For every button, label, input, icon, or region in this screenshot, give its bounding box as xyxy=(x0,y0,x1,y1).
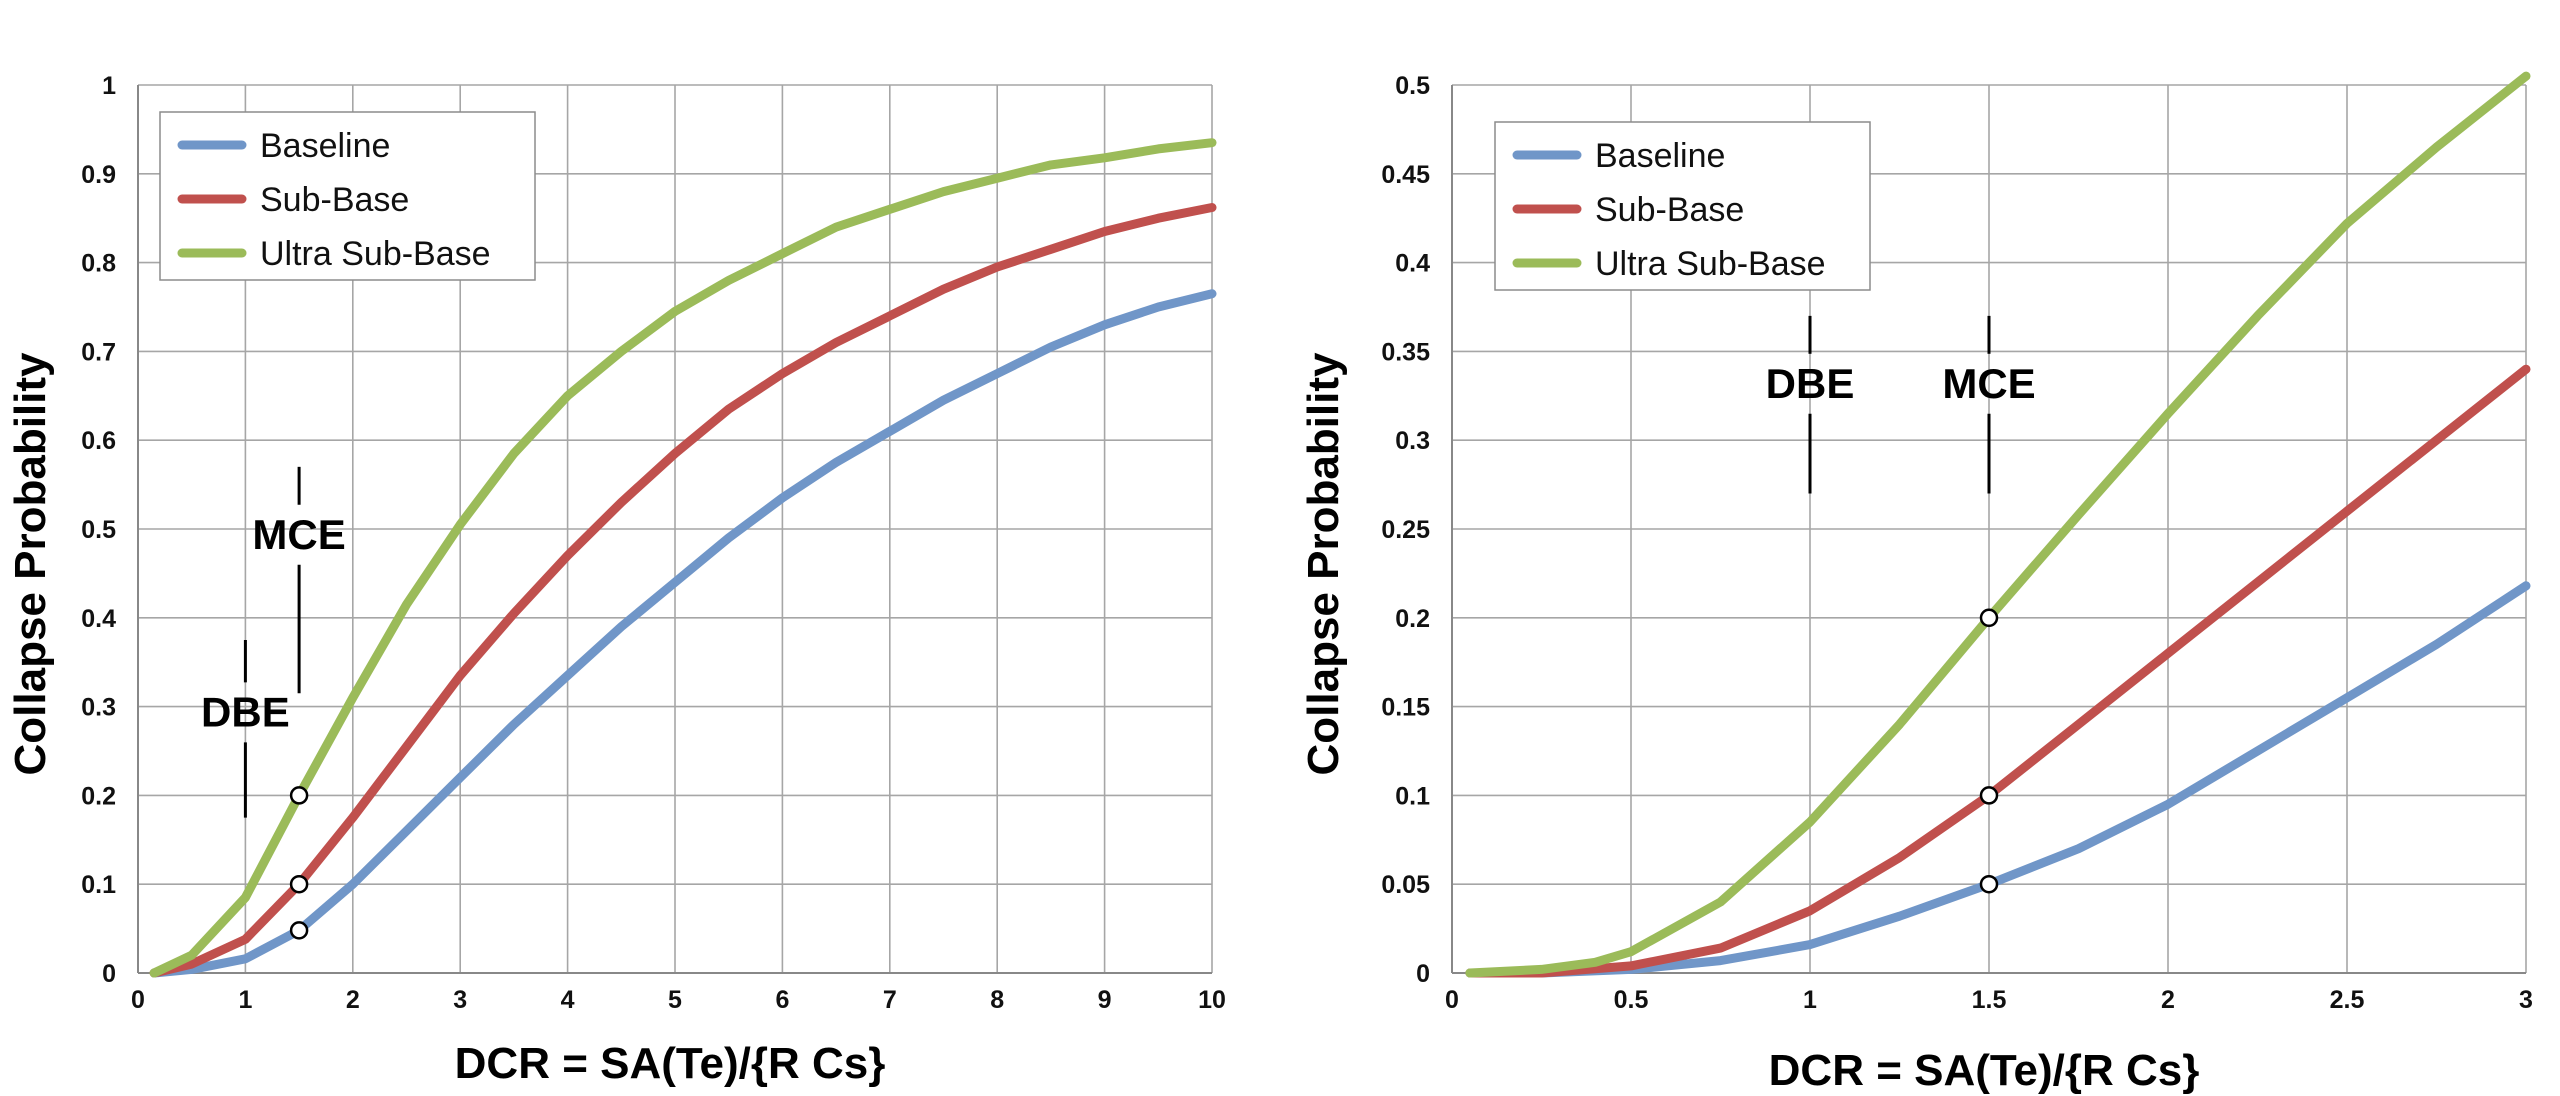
x-tick-label: 6 xyxy=(775,986,789,1014)
y-tick-label: 0.5 xyxy=(1395,72,1430,100)
legend: Baseline Sub-Base Ultra Sub-Base xyxy=(1494,121,1871,291)
legend-label: Baseline xyxy=(1595,137,1725,175)
marker-point xyxy=(289,786,309,805)
x-tick-label: 2 xyxy=(2161,986,2175,1014)
y-tick-label: 0.8 xyxy=(81,250,116,278)
y-tick-label: 0.05 xyxy=(1381,871,1430,899)
x-tick-label: 8 xyxy=(990,986,1004,1014)
y-tick-label: 0.9 xyxy=(81,161,116,189)
y-tick-label: 0.15 xyxy=(1381,694,1430,722)
y-tick-label: 0.3 xyxy=(81,694,116,722)
y-tick-label: 0.3 xyxy=(1395,427,1430,455)
y-tick-label: 0.2 xyxy=(1395,605,1430,633)
x-tick-label: 10 xyxy=(1198,986,1226,1014)
marker-point xyxy=(289,874,309,894)
annotation-mce: MCE xyxy=(1942,360,2035,407)
legend: Baseline Sub-Base Ultra Sub-Base xyxy=(159,111,536,281)
x-tick-label: 2.5 xyxy=(2330,986,2365,1014)
x-tick-label: 3 xyxy=(2519,986,2533,1014)
marker-point xyxy=(1979,874,1999,894)
x-tick-label: 0 xyxy=(131,986,145,1014)
marker-point xyxy=(289,921,309,940)
x-tick-label: 5 xyxy=(668,986,682,1014)
y-tick-label: 0 xyxy=(1416,960,1430,988)
y-tick-label: 0 xyxy=(102,960,116,988)
y-tick-label: 0.45 xyxy=(1381,161,1430,189)
y-tick-label: 0.1 xyxy=(81,871,116,899)
legend-label: Ultra Sub-Base xyxy=(260,235,491,273)
x-axis-title: DCR = SA(Te)/{R Cs} xyxy=(455,1039,886,1088)
y-axis-title: Collapse Probability xyxy=(6,352,55,776)
chart-panel-1: 0 1 2 3 4 5 6 7 8 9 10 0 0.1 0.2 0.3 0.4 0.5 0.6 0.7 0.8 0.9… xyxy=(6,72,1226,1088)
x-tick-label: 1.5 xyxy=(1972,986,2007,1014)
y-tick-label: 0.7 xyxy=(81,338,116,366)
marker-point xyxy=(1979,786,1999,805)
y-tick-label: 0.1 xyxy=(1395,782,1430,810)
y-tick-label: 0.2 xyxy=(81,782,116,810)
y-tick-label: 0.4 xyxy=(81,605,116,633)
series-line-ultra-sub-base xyxy=(1465,71,2531,978)
annotation-dbe: DBE xyxy=(1766,360,1855,407)
legend-label: Baseline xyxy=(260,127,390,165)
marker-point xyxy=(1979,608,1999,628)
y-tick-label: 0.4 xyxy=(1395,250,1430,278)
y-tick-label: 0.25 xyxy=(1381,516,1430,544)
series-line-ultra-sub-base xyxy=(149,138,1217,978)
y-axis-title: Collapse Probability xyxy=(1299,352,1348,776)
x-axis-title: DCR = SA(Te)/{R Cs} xyxy=(1769,1046,2200,1095)
x-tick-label: 0 xyxy=(1445,986,1459,1014)
x-tick-label: 2 xyxy=(346,986,360,1014)
x-tick-label: 1 xyxy=(238,986,252,1014)
chart-panel-2: 0 0.5 1 1.5 2 2.5 3 0 0.05 0.1 0.15 0.2 0.25 0.3 0.35 0… xyxy=(1299,71,2533,1095)
series-line-baseline xyxy=(149,289,1217,978)
x-tick-label: 3 xyxy=(453,986,467,1014)
x-tick-label: 4 xyxy=(561,986,575,1014)
x-tick-label: 1 xyxy=(1803,986,1817,1014)
x-tick-label: 9 xyxy=(1098,986,1112,1014)
y-tick-label: 0.35 xyxy=(1381,338,1430,366)
series-line-sub-base xyxy=(149,203,1217,978)
annotation-mce: MCE xyxy=(252,511,345,558)
legend-label: Sub-Base xyxy=(260,181,409,219)
x-tick-label: 0.5 xyxy=(1614,986,1649,1014)
y-tick-label: 1 xyxy=(102,72,116,100)
annotation-dbe: DBE xyxy=(201,688,290,735)
legend-label: Ultra Sub-Base xyxy=(1595,245,1826,283)
x-tick-label: 7 xyxy=(883,986,897,1014)
y-tick-label: 0.5 xyxy=(81,516,116,544)
legend-label: Sub-Base xyxy=(1595,191,1744,229)
y-tick-label: 0.6 xyxy=(81,427,116,455)
